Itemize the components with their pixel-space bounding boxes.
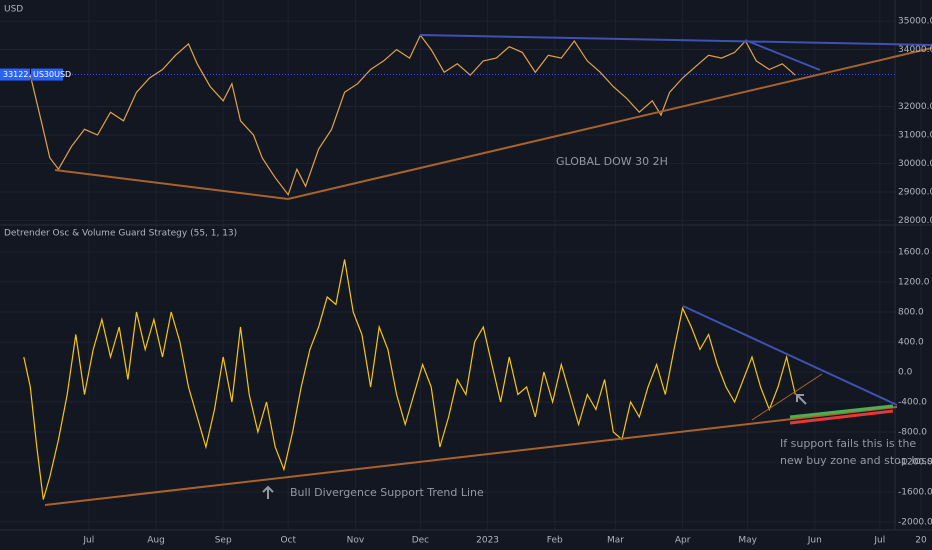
x-tick-label: Jul [82, 536, 94, 546]
arrow-icon [796, 394, 807, 405]
x-tick-label: Nov [347, 536, 365, 546]
trendline [54, 169, 289, 200]
y-tick-label: 32000.0 [898, 102, 932, 112]
symbol-label: US30USD [33, 70, 71, 79]
y-tick-label: 31000.0 [898, 131, 932, 141]
y-tick-label: -400.0 [898, 397, 927, 407]
arrow-icon [262, 485, 274, 499]
grid [0, 0, 922, 530]
y-tick-label: -2000.0 [898, 517, 932, 527]
last-price-tag [0, 68, 30, 81]
price-line [29, 34, 796, 197]
trendline [287, 47, 932, 200]
y-tick-label: 34000.0 [898, 45, 932, 55]
stop-loss-line [789, 409, 894, 425]
y-tick-label: -1200.0 [898, 457, 932, 467]
x-tick-label: Dec [412, 536, 429, 546]
trendline [44, 406, 898, 506]
y-tick-label: 35000.0 [898, 17, 932, 27]
x-tick-label: May [738, 536, 757, 546]
x-tick-label: Sep [215, 536, 232, 546]
y-tick-label: 800.0 [898, 307, 924, 317]
symbol-tag [31, 68, 63, 81]
buy-zone-line [789, 404, 894, 419]
trendline [751, 373, 823, 421]
annotation: new buy zone and stop loss [780, 454, 932, 467]
last-price-label: 33122.0 [3, 70, 36, 79]
price-line [23, 259, 796, 500]
x-tick-label: Aug [147, 536, 165, 546]
y-tick-label: -1600.0 [898, 487, 932, 497]
currency-label: USD [4, 5, 23, 15]
y-tick-label: 30000.0 [898, 159, 932, 169]
x-tick-label: Apr [675, 536, 691, 546]
x-tick-label: 20 [915, 536, 927, 546]
y-tick-label: 1200.0 [898, 277, 930, 287]
y-tick-label: 29000.0 [898, 187, 932, 197]
x-tick-label: Feb [547, 536, 563, 546]
x-tick-label: Jul [873, 536, 885, 546]
annotation: Bull Divergence Support Trend Line [290, 486, 484, 499]
trendlines [44, 34, 932, 506]
y-tick-label: 1600.0 [898, 247, 930, 257]
y-tick-label: -800.0 [898, 427, 927, 437]
x-tick-label: Jun [807, 536, 822, 546]
trendline [744, 39, 821, 71]
chart-title: GLOBAL DOW 30 2H [556, 155, 668, 168]
y-tick-label: 28000.0 [898, 216, 932, 226]
y-tick-label: 0.0 [898, 367, 913, 377]
y-tick-label: 400.0 [898, 337, 924, 347]
indicator-title: Detrender Osc & Volume Guard Strategy (5… [4, 229, 237, 239]
trendline [682, 305, 898, 406]
series [0, 34, 895, 500]
x-tick-label: Mar [607, 536, 624, 546]
x-tick-label: Oct [280, 536, 296, 546]
x-tick-label: 2023 [476, 536, 499, 546]
annotation: If support fails this is the [780, 437, 916, 450]
trendline [419, 34, 932, 46]
